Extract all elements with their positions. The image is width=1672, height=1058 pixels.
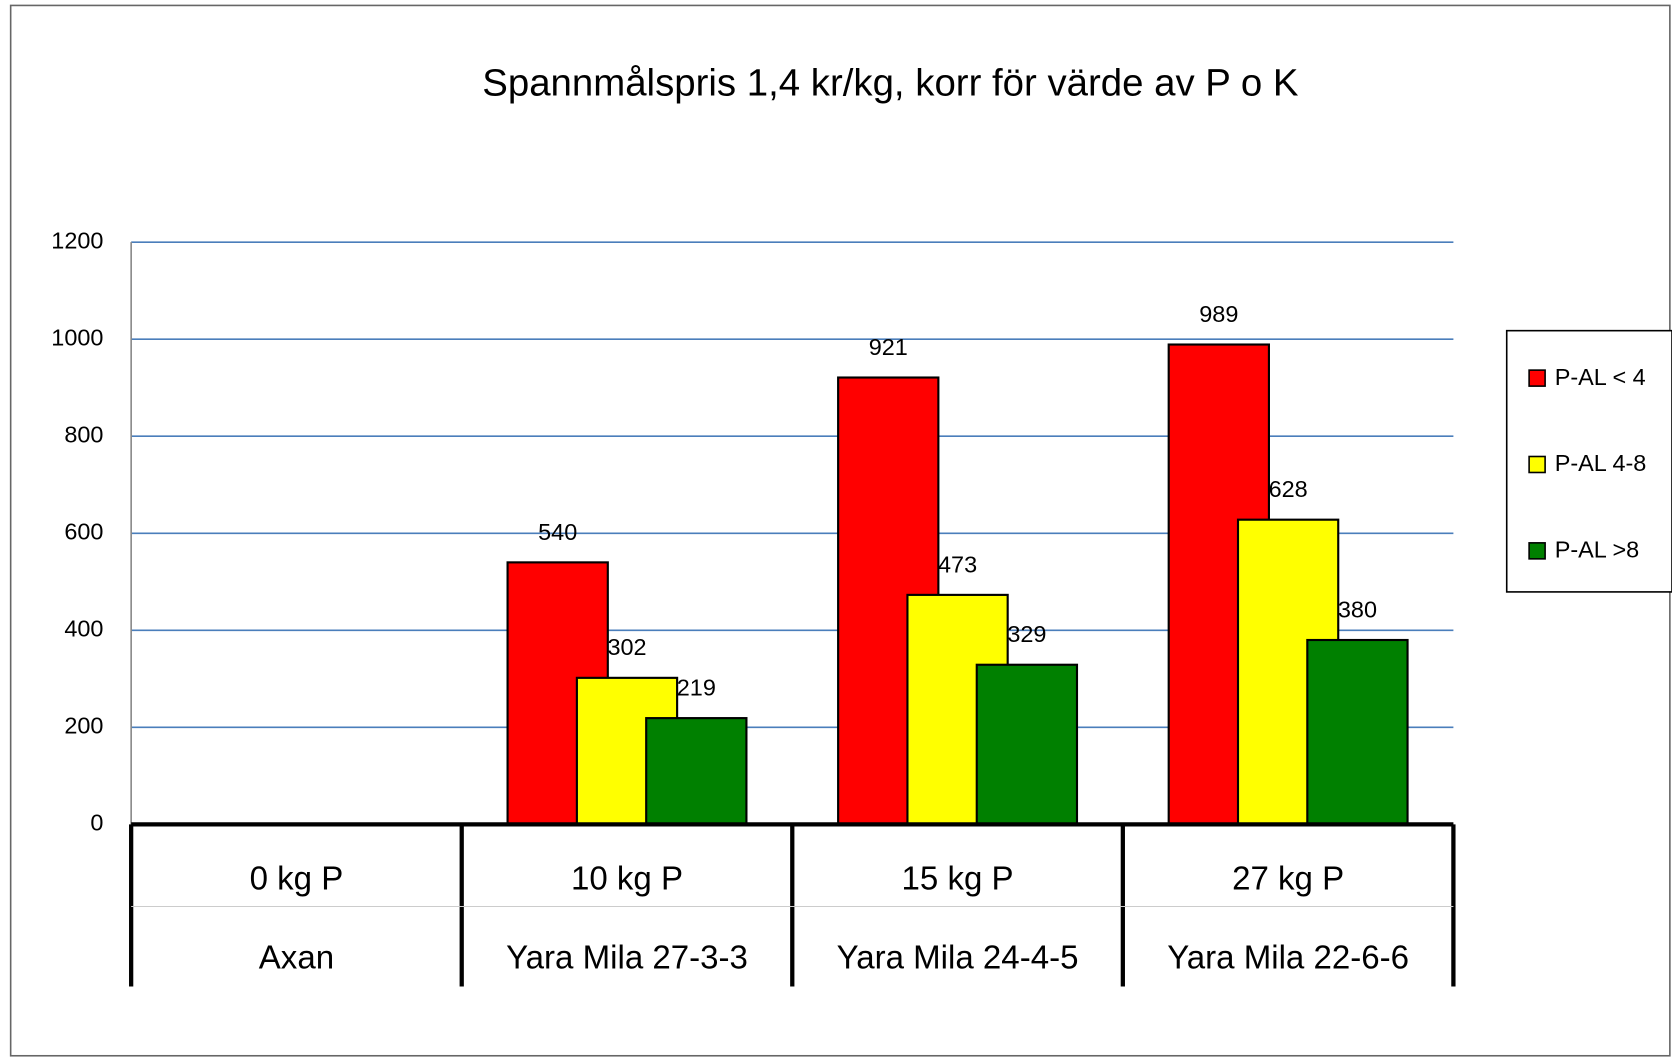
y-tick-label: 1000 — [51, 324, 103, 350]
value-label: 473 — [938, 551, 977, 577]
legend-swatch — [1528, 369, 1546, 387]
value-label: 329 — [1007, 621, 1046, 647]
legend-label: P-AL < 4 — [1555, 364, 1646, 390]
chart-title: Spannmålspris 1,4 kr/kg, korr för värde … — [482, 62, 1299, 105]
value-label: 380 — [1338, 596, 1377, 622]
x-tick-label: Yara Mila 22-6-6 — [1167, 940, 1409, 977]
y-tick-label: 200 — [64, 713, 103, 739]
value-label: 628 — [1269, 476, 1308, 502]
legend-label: P-AL 4-8 — [1555, 450, 1647, 476]
bar — [1306, 638, 1409, 826]
x-tick-label: 27 kg P — [1232, 861, 1344, 898]
legend-swatch — [1528, 542, 1546, 560]
y-tick-label: 400 — [64, 615, 103, 641]
value-label: 302 — [607, 634, 646, 660]
bar — [645, 717, 748, 826]
value-label: 921 — [869, 334, 908, 360]
x-tick-label: 15 kg P — [902, 861, 1014, 898]
y-tick-label: 1200 — [51, 227, 103, 253]
value-label: 219 — [677, 675, 716, 701]
legend-label: P-AL >8 — [1555, 537, 1639, 563]
bar — [975, 663, 1079, 826]
x-tick-label: 10 kg P — [571, 861, 683, 898]
x-tick-label: Axan — [259, 940, 334, 977]
y-tick-label: 600 — [64, 518, 103, 544]
value-label: 989 — [1199, 301, 1238, 327]
y-tick-label: 0 — [90, 810, 103, 836]
x-tick-label: 0 kg P — [250, 861, 344, 898]
x-tick-label: Yara Mila 24-4-5 — [837, 940, 1079, 977]
value-label: 540 — [538, 519, 577, 545]
y-tick-label: 800 — [64, 421, 103, 447]
legend-swatch — [1528, 455, 1546, 474]
x-tick-label: Yara Mila 27-3-3 — [506, 940, 748, 977]
